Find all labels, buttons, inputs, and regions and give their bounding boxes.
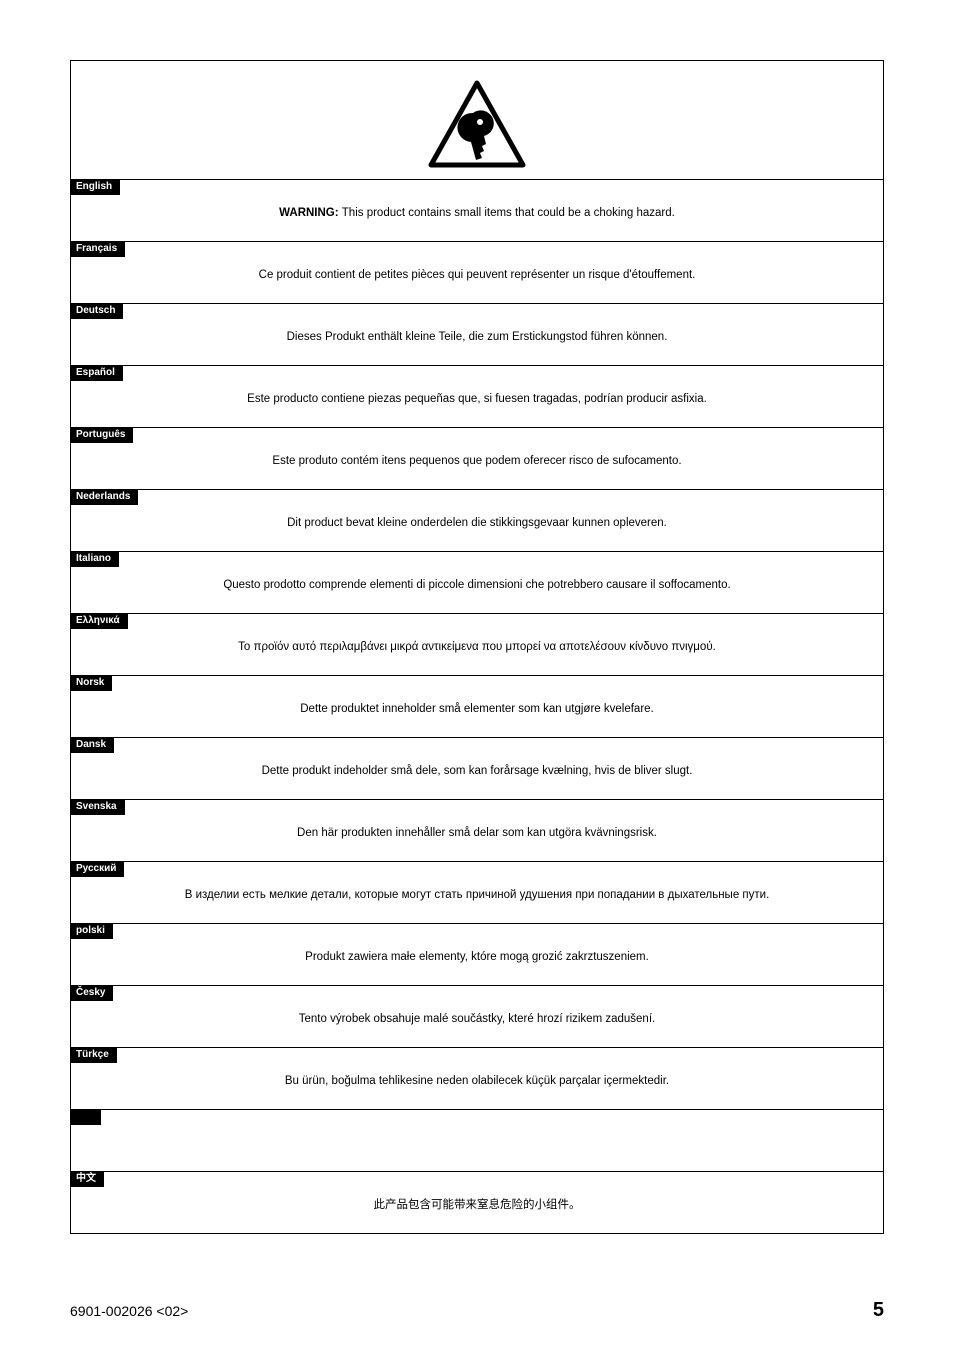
lang-label: 中文 <box>70 1171 104 1187</box>
lang-label: polski <box>70 923 113 939</box>
lang-block: Español Este producto contiene piezas peq… <box>71 365 883 427</box>
warning-text: Dieses Produkt enthält kleine Teile, die… <box>287 324 668 345</box>
page-number: 5 <box>873 1299 884 1322</box>
warning-text: Questo prodotto comprende elementi di pi… <box>223 572 730 593</box>
warning-text: Tento výrobek obsahuje malé součástky, k… <box>299 1006 655 1027</box>
lang-label: Nederlands <box>70 489 138 505</box>
lang-label <box>70 1109 101 1125</box>
lang-block <box>71 1109 883 1171</box>
lang-label: Español <box>70 365 123 381</box>
warning-text: Το προϊόν αυτό περιλαμβάνει μικρά αντικε… <box>238 634 716 655</box>
warning-prefix: WARNING: <box>279 207 342 219</box>
document-number: 6901-002026 <02> <box>70 1303 188 1319</box>
lang-block: Türkçe Bu ürün, boğulma tehlikesine neden… <box>71 1047 883 1109</box>
lang-label: Norsk <box>70 675 112 691</box>
warning-text: Bu ürün, boğulma tehlikesine neden olabi… <box>285 1068 669 1089</box>
warning-text: Dette produktet inneholder små elementer… <box>300 696 654 717</box>
lang-block: polski Produkt zawiera małe elementy, któ… <box>71 923 883 985</box>
warning-text: WARNING: This product contains small ite… <box>279 200 675 221</box>
warning-box: English WARNING: This product contains sm… <box>70 60 884 1234</box>
lang-label: Türkçe <box>70 1047 117 1063</box>
lang-block: Norsk Dette produktet inneholder små elem… <box>71 675 883 737</box>
warning-text: Este producto contiene piezas pequeñas q… <box>247 386 707 407</box>
lang-block: Deutsch Dieses Produkt enthält kleine Tei… <box>71 303 883 365</box>
page-footer: 6901-002026 <02> 5 <box>70 1299 884 1322</box>
lang-block: Svenska Den här produkten innehåller små … <box>71 799 883 861</box>
warning-text: Dette produkt indeholder små dele, som k… <box>262 758 693 779</box>
lang-label: Deutsch <box>70 303 123 319</box>
lang-label: English <box>70 179 120 195</box>
warning-text: Den här produkten innehåller små delar s… <box>297 820 657 841</box>
lang-label: Svenska <box>70 799 125 815</box>
lang-label: Dansk <box>70 737 114 753</box>
lang-block: Русский В изделии есть мелкие детали, кот… <box>71 861 883 923</box>
warning-text: Dit product bevat kleine onderdelen die … <box>287 510 667 531</box>
lang-block: Dansk Dette produkt indeholder små dele, … <box>71 737 883 799</box>
warning-text: Este produto contém itens pequenos que p… <box>272 448 681 469</box>
lang-label: Русский <box>70 861 124 877</box>
warning-text: Ce produit contient de petites pièces qu… <box>259 262 696 283</box>
lang-label: Português <box>70 427 133 443</box>
lang-label: Česky <box>70 985 113 1001</box>
warning-text: Produkt zawiera małe elementy, które mog… <box>305 944 649 965</box>
choking-hazard-icon <box>427 79 527 169</box>
warning-text: 此产品包含可能带来窒息危险的小组件。 <box>374 1192 581 1213</box>
lang-label: Ελληνικά <box>70 613 128 629</box>
lang-label: Français <box>70 241 125 257</box>
lang-block: English WARNING: This product contains sm… <box>71 179 883 241</box>
warning-text: В изделии есть мелкие детали, которые мо… <box>185 882 770 903</box>
lang-block: Ελληνικά Το προϊόν αυτό περιλαμβάνει μικρ… <box>71 613 883 675</box>
lang-block: Português Este produto contém itens peque… <box>71 427 883 489</box>
lang-block: Italiano Questo prodotto comprende elemen… <box>71 551 883 613</box>
lang-block: Česky Tento výrobek obsahuje malé součást… <box>71 985 883 1047</box>
lang-block: Nederlands Dit product bevat kleine onder… <box>71 489 883 551</box>
lang-label: Italiano <box>70 551 119 567</box>
lang-block: 中文此产品包含可能带来窒息危险的小组件。 <box>71 1171 883 1233</box>
lang-block: Français Ce produit contient de petites p… <box>71 241 883 303</box>
icon-row <box>71 61 883 179</box>
